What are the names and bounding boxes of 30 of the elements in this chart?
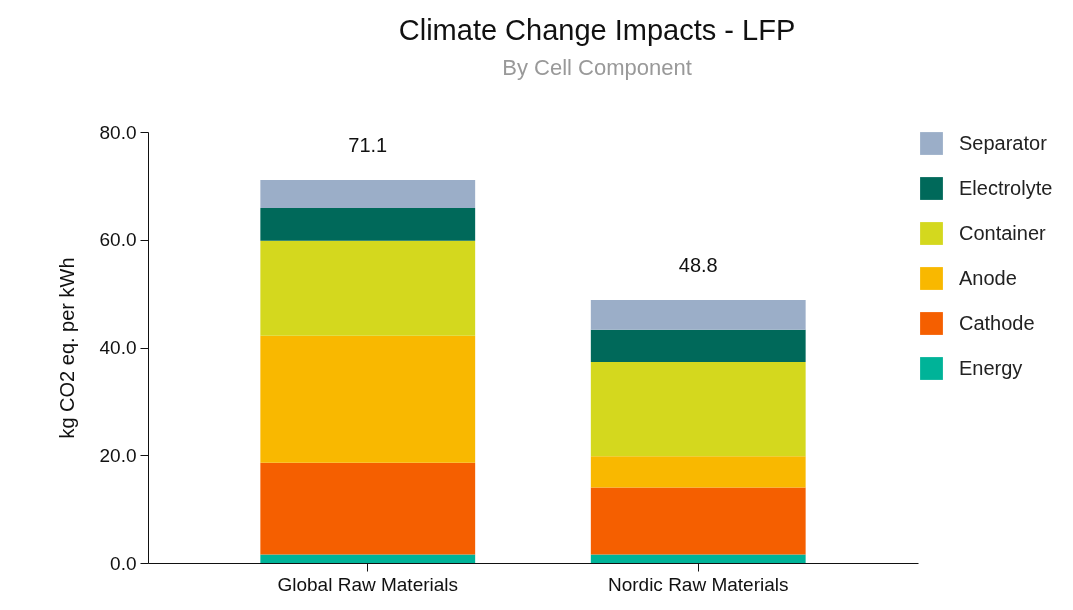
legend-label: Electrolyte bbox=[959, 176, 1053, 199]
bar bbox=[590, 329, 806, 363]
legend-label: Separator bbox=[959, 131, 1048, 154]
bar bbox=[260, 179, 476, 208]
bar bbox=[260, 335, 476, 463]
bar bbox=[260, 240, 476, 336]
x-tick-label: Global Raw Materials bbox=[277, 573, 459, 595]
y-tick-label: 60.0 bbox=[99, 229, 137, 251]
bar bbox=[590, 362, 806, 457]
legend-label: Cathode bbox=[959, 311, 1035, 334]
y-tick-label: 0.0 bbox=[110, 552, 137, 574]
bar bbox=[590, 487, 806, 555]
bar bbox=[590, 456, 806, 488]
chart-title: Climate Change Impacts - LFP bbox=[398, 14, 796, 46]
legend-label: Energy bbox=[959, 356, 1023, 379]
bar bbox=[590, 554, 806, 563]
legend-label: Anode bbox=[959, 266, 1017, 289]
bar bbox=[590, 300, 806, 330]
x-tick-label: Nordic Raw Materials bbox=[607, 573, 789, 595]
y-tick-label: 40.0 bbox=[99, 337, 137, 358]
bar bbox=[260, 207, 476, 241]
bar bbox=[260, 554, 476, 563]
y-tick-label: 80.0 bbox=[99, 121, 137, 143]
total-label: 48.8 bbox=[678, 254, 718, 277]
chart-subtitle: By Cell Component bbox=[502, 55, 692, 80]
bar bbox=[260, 462, 476, 555]
y-tick-label: 20.0 bbox=[99, 444, 137, 466]
legend-label: Container bbox=[959, 221, 1047, 244]
y-axis-title: kg CO2 eq. per kWh bbox=[55, 257, 78, 439]
total-label: 71.1 bbox=[348, 133, 388, 156]
